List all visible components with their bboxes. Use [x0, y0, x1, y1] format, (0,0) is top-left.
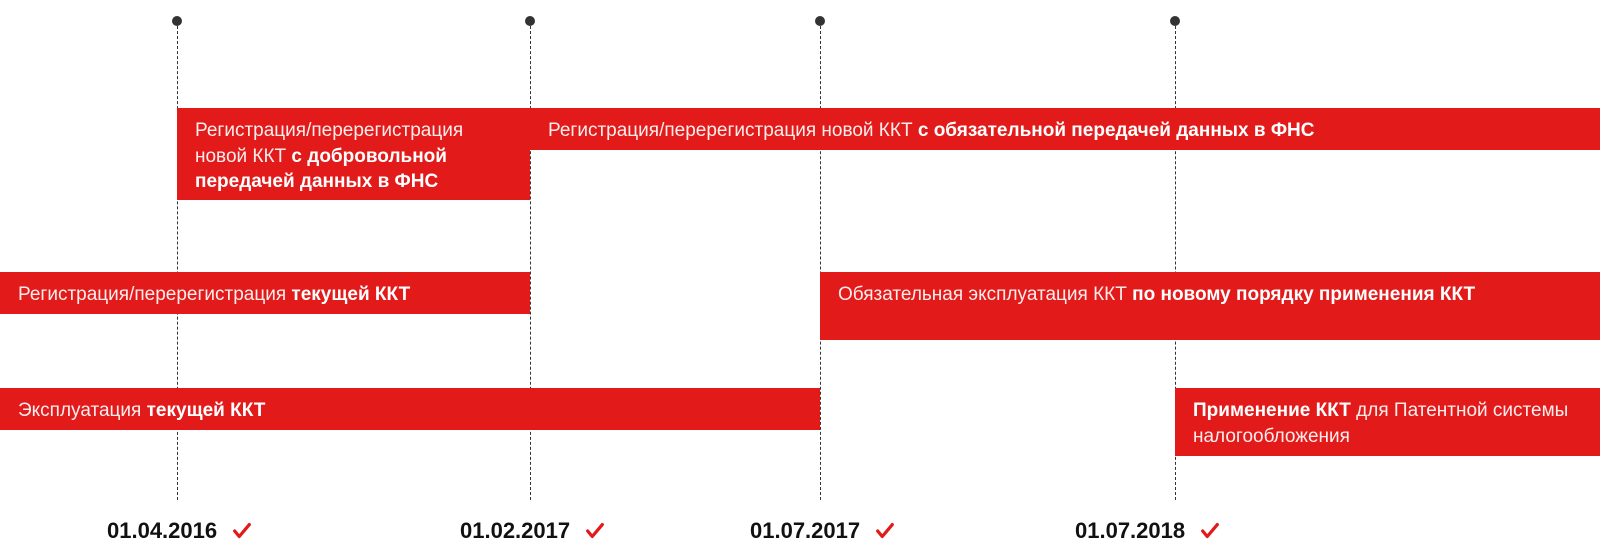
check-icon	[1199, 520, 1221, 542]
timeline-bar: Применение ККТ для Патентной системы нал…	[1175, 388, 1600, 456]
timeline-dot	[1170, 16, 1180, 26]
timeline-diagram: Регистрация/перерегистрация новой ККТ с …	[0, 0, 1600, 556]
timeline-bar-label: Регистрация/перерегистрация текущей ККТ	[18, 282, 410, 308]
timeline-bar-label: Эксплуатация текущей ККТ	[18, 398, 265, 424]
timeline-date: 01.02.2017	[460, 518, 606, 544]
timeline-bar-label: Регистрация/перерегистрация новой ККТ с …	[548, 118, 1315, 144]
timeline-date-text: 01.02.2017	[460, 518, 570, 544]
timeline-date-text: 01.04.2016	[107, 518, 217, 544]
timeline-date: 01.04.2016	[107, 518, 253, 544]
timeline-dot	[525, 16, 535, 26]
timeline-date-text: 01.07.2018	[1075, 518, 1185, 544]
check-icon	[231, 520, 253, 542]
timeline-bar-label: Обязательная эксплуатация ККТ по новому …	[838, 282, 1475, 308]
timeline-dot	[172, 16, 182, 26]
timeline-bar: Регистрация/перерегистрация новой ККТ с …	[530, 108, 1600, 150]
timeline-date: 01.07.2018	[1075, 518, 1221, 544]
timeline-date: 01.07.2017	[750, 518, 896, 544]
timeline-bar-label: Применение ККТ для Патентной системы нал…	[1193, 398, 1582, 449]
timeline-bar: Обязательная эксплуатация ККТ по новому …	[820, 272, 1600, 340]
timeline-date-text: 01.07.2017	[750, 518, 860, 544]
timeline-bar: Регистрация/перерегистрация новой ККТ с …	[177, 108, 530, 200]
timeline-bar: Регистрация/перерегистрация текущей ККТ	[0, 272, 530, 314]
timeline-divider	[820, 21, 821, 500]
timeline-bar: Эксплуатация текущей ККТ	[0, 388, 820, 430]
timeline-dot	[815, 16, 825, 26]
check-icon	[874, 520, 896, 542]
check-icon	[584, 520, 606, 542]
timeline-bar-label: Регистрация/перерегистрация новой ККТ с …	[195, 118, 512, 195]
